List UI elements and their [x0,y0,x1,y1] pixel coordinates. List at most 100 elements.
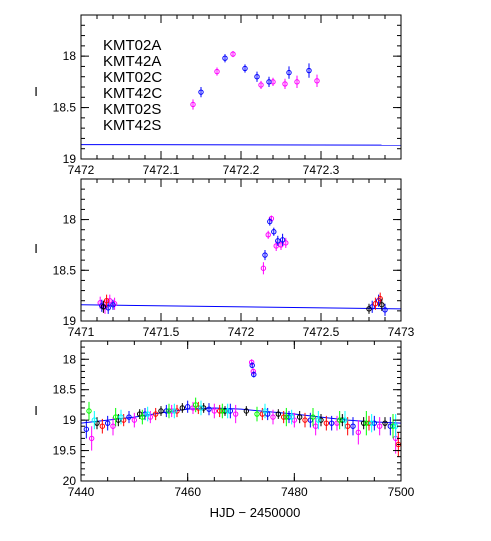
x-tick-label: 7471 [68,325,95,339]
data-point [105,305,111,311]
data-point [260,265,267,271]
data-point [83,426,90,432]
data-point [294,79,300,85]
data-point [224,408,231,414]
legend: KMT02A KMT42A KMT02C KMT42C KMT02S KMT42… [103,37,162,134]
data-point [279,237,286,243]
data-point [283,240,289,246]
y-tick-label: 18 [63,49,77,63]
model-curve-top [81,144,401,146]
series-kmt42a-middle [99,217,388,316]
data-point [288,414,295,420]
x-tick-label: 7472.5 [303,325,340,339]
data-point [328,420,335,426]
data-point [315,417,322,423]
data-point [258,82,264,88]
data-point [88,435,95,442]
data-point [368,420,375,426]
series-kmt02c-middle [100,298,385,314]
model-curve-middle [81,304,401,310]
legend-kmt42c: KMT42C [103,85,162,102]
data-point [100,304,107,310]
data-point [198,89,204,95]
data-point [306,67,312,74]
data-point [273,243,279,249]
series-kmt02a-bottom [88,359,399,454]
data-point [190,101,196,108]
data-point [283,414,290,420]
panel-top: 7472 7472.1 7472.2 7472.3 18 18.5 19 [53,14,402,177]
data-point [126,414,132,420]
data-point [102,304,108,310]
data-point [382,307,388,313]
data-point [323,420,330,426]
series-kmt02a-top [190,51,320,110]
data-point [376,423,383,429]
data-point [171,408,178,414]
data-point [99,423,106,429]
data-point [372,301,379,307]
data-point [184,404,191,410]
data-point [254,411,260,417]
series-kmt42s-bottom [91,400,399,439]
x-axis-label: HJD − 2450000 [210,505,301,520]
data-point [275,238,281,244]
x-tick-label: 7480 [281,485,308,499]
data-point [139,414,146,420]
data-point [342,417,348,423]
data-point [131,417,138,423]
data-point [222,55,228,61]
data-point [336,417,343,423]
x-tick-label: 7472.3 [303,163,340,177]
y-tick-label: 18.5 [53,101,77,115]
y-tick-label: 19 [63,152,77,166]
data-point [86,408,92,414]
data-point [198,405,204,411]
x-tick-label: 7472.2 [223,163,260,177]
data-point [179,405,186,411]
data-point [271,229,277,235]
x-tick-label: 7471.5 [143,325,180,339]
data-point [230,51,236,57]
y-tick-label: 18 [63,352,77,366]
series-kmt42a-top [198,54,312,98]
legend-kmt02c: KMT02C [103,69,162,86]
x-tick-label: 7472.1 [143,163,180,177]
data-point [296,414,303,420]
data-point [270,414,276,420]
data-point [266,79,272,85]
data-point [192,402,199,408]
y-axis-label-middle: I [34,241,38,256]
legend-kmt02a: KMT02A [103,37,161,54]
data-point [377,295,383,302]
data-point [363,420,370,426]
x-tick-label: 7440 [68,485,95,499]
y-tick-label: 19 [63,413,77,427]
x-tick-label: 7473 [388,325,415,339]
data-point [243,408,250,414]
data-point [249,362,255,369]
data-point [302,417,308,423]
data-point [267,218,273,225]
data-point [152,411,159,417]
series-kmt02a-middle [97,215,289,314]
legend-kmt42s: KMT42S [103,117,161,134]
data-point [310,414,316,420]
data-point [275,411,282,417]
data-point [250,368,256,375]
data-point [166,408,172,414]
data-point [314,78,320,84]
y-axis-label-bottom: I [34,403,38,418]
x-tick-label: 7460 [174,485,201,499]
data-point [206,406,212,412]
y-axis-label-top: I [34,84,38,99]
data-point [214,68,220,75]
plot-frame-middle [80,178,402,322]
data-point [254,74,260,80]
data-point [107,298,113,304]
x-tick-label: 7500 [388,485,415,499]
data-point [366,306,372,312]
data-point [104,420,111,426]
series-kmt42a-bottom [83,362,394,439]
